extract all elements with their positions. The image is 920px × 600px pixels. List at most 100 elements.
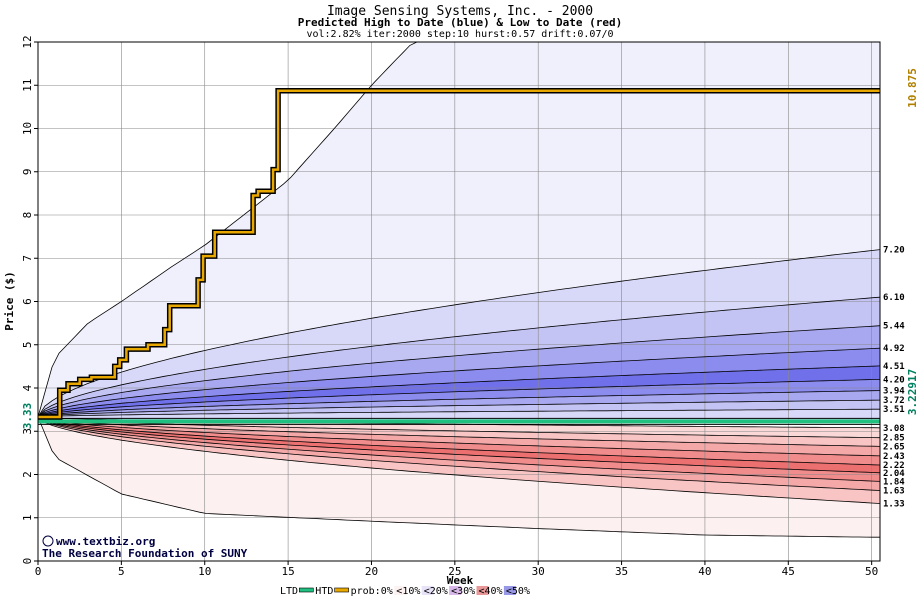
end-label-17: 1.33 [883, 499, 905, 509]
y-tick-label-6: 6 [21, 298, 34, 305]
band-low-4 [38, 417, 880, 473]
band-low-3 [38, 417, 880, 465]
series-lines [37, 41, 881, 538]
y-tick-label-4: 4 [21, 384, 34, 391]
y-tick-label-3: 3 [21, 428, 34, 435]
quantile-line-high-3 [37, 347, 881, 418]
x-tick-label-0: 0 [35, 565, 42, 578]
legend-swatch-3 [421, 586, 434, 595]
x-tick-label-20: 20 [365, 565, 378, 578]
legend-line-0 [298, 587, 314, 593]
htd-value-label: 10.875 [906, 68, 919, 108]
legend-label-4: <20% [424, 586, 448, 597]
band-low-2 [38, 417, 880, 456]
copyright-icon [42, 535, 54, 547]
end-label-0: 7.20 [883, 246, 905, 256]
x-tick-label-30: 30 [532, 565, 545, 578]
chart-subtitle: Predicted High to Date (blue) & Low to D… [298, 16, 623, 29]
low-envelope-line [37, 416, 880, 538]
end-label-8: 3.51 [883, 405, 905, 415]
quantile-line-low-7 [37, 416, 881, 491]
legend-swatch-6 [503, 586, 516, 595]
legend-label-2: prob:0% [351, 586, 393, 597]
band-high-7 [38, 400, 880, 417]
y-tick-label-5: 5 [21, 341, 34, 348]
y-tick-label-1: 1 [21, 514, 34, 521]
y-tick-label-8: 8 [21, 212, 34, 219]
x-tick-label-5: 5 [118, 565, 125, 578]
credit-url: www.textbiz.org [56, 535, 155, 548]
band-high-5 [38, 379, 880, 417]
end-label-5: 4.20 [883, 375, 905, 385]
band-high-outer [38, 42, 880, 417]
legend-label-3: <10% [396, 586, 420, 597]
y-tick-label-12: 12 [21, 35, 34, 48]
y-tick-label-9: 9 [21, 168, 34, 175]
ltd-value-label: 3.22917 [906, 369, 919, 415]
band-low-outer [38, 417, 880, 538]
end-label-9: 3.08 [883, 424, 905, 434]
end-label-6: 3.94 [883, 387, 905, 397]
band-low-7 [38, 417, 880, 504]
quantile-line-high-1 [37, 296, 881, 418]
legend-label-6: <40% [479, 586, 503, 597]
band-low-5 [38, 417, 880, 482]
band-high-6 [38, 390, 880, 417]
quantile-line-high-0 [37, 249, 881, 418]
band-low-6 [38, 417, 880, 491]
quantile-line-high-5 [37, 379, 881, 418]
y-tick-label-11: 11 [21, 79, 34, 92]
start-price-label: 3.33 [21, 403, 34, 430]
legend-label-1: HTD [315, 586, 333, 597]
quantile-line-low-8 [37, 416, 881, 504]
htd-line [38, 89, 880, 419]
credits: © www.textbiz.org The Research Foundatio… [42, 535, 248, 560]
quantile-line-low-6 [37, 416, 881, 482]
x-tick-label-15: 15 [281, 565, 294, 578]
end-label-2: 5.44 [883, 322, 905, 332]
legend-swatch-5 [476, 586, 489, 595]
x-tick-label-45: 45 [782, 565, 795, 578]
chart-title: Image Sensing Systems, Inc. - 2000 [327, 4, 593, 19]
legend: LTD HTD prob:0% <10% <20% <30% <40% <50% [280, 586, 530, 597]
end-label-3: 4.92 [883, 344, 905, 354]
quantile-line-high-6 [37, 390, 881, 418]
quantile-line-high-2 [37, 325, 881, 418]
end-label-14: 2.04 [883, 469, 905, 479]
quantile-line-low-5 [37, 416, 881, 474]
quantile-line-low-2 [37, 416, 881, 447]
end-labels: 7.20 6.10 5.44 4.92 4.51 4.20 3.943.723.51 3.08… [883, 246, 905, 510]
quantile-line-low-3 [37, 416, 881, 457]
legend-label-7: <50% [506, 586, 530, 597]
x-tick-label-10: 10 [198, 565, 211, 578]
end-label-15: 1.84 [883, 477, 905, 487]
end-label-11: 2.65 [883, 442, 905, 452]
quantile-line-high-7 [37, 399, 881, 418]
credit-org: The Research Foundation of SUNY [42, 547, 248, 560]
legend-label-0: LTD [280, 586, 298, 597]
quantile-line-high-8 [37, 408, 880, 418]
y-tick-label-2: 2 [21, 471, 34, 478]
end-label-7: 3.72 [883, 396, 905, 406]
x-tick-label-35: 35 [615, 565, 628, 578]
quantile-line-low-4 [37, 416, 881, 466]
band-high-0 [38, 249, 880, 417]
x-tick-label-50: 50 [865, 565, 878, 578]
quantile-line-high-4 [37, 365, 881, 418]
chart-parameters: vol:2.82% iter:2000 step:10 hurst:0.57 d… [306, 29, 613, 40]
x-tick-label-40: 40 [698, 565, 711, 578]
y-axis-label: Price ($) [3, 271, 16, 331]
end-label-13: 2.22 [883, 461, 905, 471]
y-tick-label-10: 10 [21, 122, 34, 135]
legend-swatch-4 [449, 586, 462, 595]
end-label-12: 2.43 [883, 452, 905, 462]
end-label-1: 6.10 [883, 293, 905, 303]
y-tick-label-7: 7 [21, 255, 34, 262]
band-low-1 [38, 417, 880, 447]
x-tick-label-25: 25 [448, 565, 461, 578]
x-axis-label: Week [447, 574, 474, 587]
end-label-16: 1.63 [883, 487, 905, 497]
end-label-4: 4.51 [883, 362, 905, 372]
